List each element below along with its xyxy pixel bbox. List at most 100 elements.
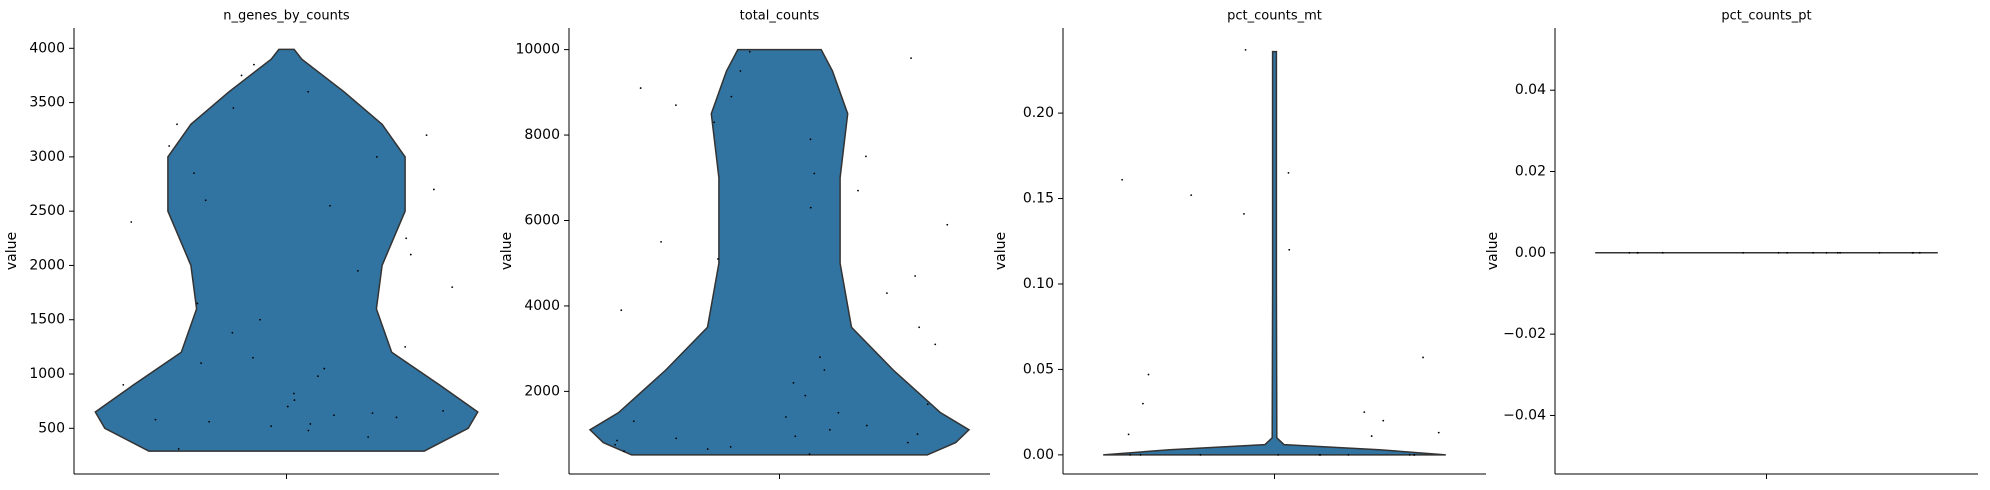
point xyxy=(309,423,312,425)
point xyxy=(794,435,797,438)
point xyxy=(240,74,243,77)
y-tick-label: 3000 xyxy=(29,149,65,165)
point xyxy=(1408,453,1411,456)
point xyxy=(1347,453,1350,456)
y-tick-label: 4000 xyxy=(524,298,560,314)
point xyxy=(405,237,408,240)
point xyxy=(813,172,816,175)
point xyxy=(1825,251,1828,254)
y-tick-label: 2500 xyxy=(29,203,65,219)
point xyxy=(1139,453,1142,456)
point xyxy=(823,369,826,371)
point xyxy=(675,104,677,107)
point xyxy=(916,433,919,435)
point xyxy=(1382,419,1385,422)
y-tick-label: 0.02 xyxy=(1515,164,1546,180)
point xyxy=(316,375,319,378)
point xyxy=(1190,194,1193,197)
point xyxy=(404,345,407,348)
point xyxy=(792,381,795,384)
point xyxy=(1287,172,1290,174)
point xyxy=(196,302,199,305)
point xyxy=(1742,251,1745,254)
point xyxy=(1147,373,1150,376)
violin xyxy=(1103,50,1446,456)
point xyxy=(168,145,171,147)
point xyxy=(1127,433,1130,436)
point xyxy=(307,90,310,93)
point xyxy=(1628,251,1631,254)
point xyxy=(1636,251,1639,254)
point xyxy=(395,416,398,419)
point xyxy=(1243,213,1245,215)
point xyxy=(1121,178,1124,181)
point xyxy=(1836,251,1839,254)
y-tick-label: 0.10 xyxy=(1023,276,1054,292)
point xyxy=(130,221,133,223)
y-tick-label: 0.15 xyxy=(1023,191,1054,207)
point xyxy=(122,383,125,386)
point xyxy=(1812,251,1815,254)
point xyxy=(804,394,807,397)
point xyxy=(748,50,751,53)
y-tick-label: 2000 xyxy=(29,257,65,273)
point xyxy=(906,441,909,444)
y-tick-label: −0.02 xyxy=(1503,326,1546,342)
point xyxy=(293,399,296,401)
point xyxy=(1199,453,1202,456)
point xyxy=(809,206,812,209)
point xyxy=(809,138,812,141)
point xyxy=(177,448,180,450)
point xyxy=(910,57,912,60)
point xyxy=(620,309,623,312)
point xyxy=(632,420,635,423)
point xyxy=(660,240,662,243)
point xyxy=(837,411,840,414)
point xyxy=(451,286,454,289)
point xyxy=(857,189,859,192)
point xyxy=(706,448,709,450)
point xyxy=(675,437,678,440)
point xyxy=(367,436,370,438)
point xyxy=(1288,248,1291,251)
point xyxy=(356,269,359,272)
y-tick-label: 10000 xyxy=(515,42,560,58)
point xyxy=(409,253,412,256)
point xyxy=(1413,453,1416,456)
point xyxy=(323,367,326,370)
point xyxy=(293,392,295,395)
y-tick-label: 0.20 xyxy=(1023,105,1054,121)
point xyxy=(819,356,821,359)
point xyxy=(286,405,289,408)
point xyxy=(232,107,235,109)
y-axis-label: value xyxy=(499,232,515,270)
point xyxy=(639,87,642,89)
point xyxy=(865,155,867,158)
point xyxy=(1918,251,1921,254)
point xyxy=(371,412,374,414)
point xyxy=(926,403,929,406)
point xyxy=(623,450,625,453)
y-tick-label: 0.00 xyxy=(1515,245,1546,261)
y-tick-label: 4000 xyxy=(29,40,65,56)
violin xyxy=(588,48,971,456)
point xyxy=(252,356,254,359)
point xyxy=(193,172,195,175)
point xyxy=(333,414,335,417)
panel-title: n_genes_by_counts xyxy=(223,9,350,24)
y-tick-label: 2000 xyxy=(524,383,560,399)
point xyxy=(307,429,310,432)
point xyxy=(739,70,742,72)
y-tick-label: 6000 xyxy=(524,212,560,228)
point xyxy=(717,258,719,260)
point xyxy=(1129,453,1132,456)
point xyxy=(1319,453,1322,456)
y-tick-label: 0.04 xyxy=(1515,82,1546,98)
point xyxy=(432,188,435,191)
point xyxy=(865,424,868,427)
point xyxy=(886,292,888,295)
point xyxy=(375,155,378,158)
point xyxy=(259,318,262,321)
point xyxy=(729,446,732,448)
